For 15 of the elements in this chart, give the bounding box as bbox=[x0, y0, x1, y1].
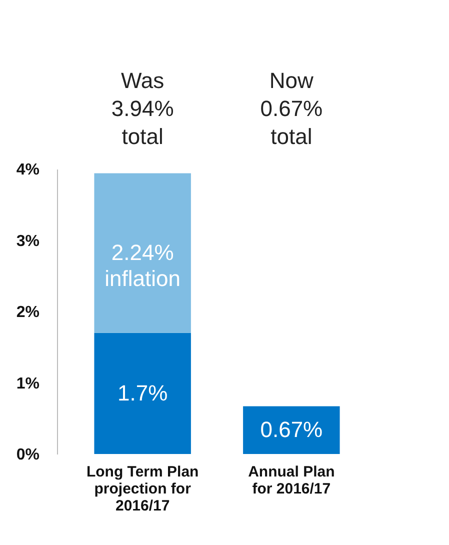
x-tick-label: Long Term Plan projection for 2016/17 bbox=[86, 464, 199, 514]
y-tick-label: 2% bbox=[16, 304, 40, 321]
data-label: 1.7% bbox=[118, 380, 168, 406]
y-tick-label: 1% bbox=[16, 375, 40, 392]
text: Now 0.67% total bbox=[260, 68, 323, 149]
bar bbox=[94, 332, 191, 454]
y-tick-label: 3% bbox=[16, 232, 40, 250]
x-tick-label: Annual Plan for 2016/17 bbox=[248, 464, 335, 498]
bar bbox=[94, 173, 191, 333]
data-label: 0.67% bbox=[260, 417, 323, 442]
y-tick-label: 4% bbox=[16, 162, 40, 178]
data-label: 2.24% inflation bbox=[104, 240, 181, 292]
text: Was 3.94% total bbox=[111, 68, 174, 149]
y-tick-label: 0% bbox=[16, 446, 40, 464]
bar bbox=[243, 406, 340, 454]
